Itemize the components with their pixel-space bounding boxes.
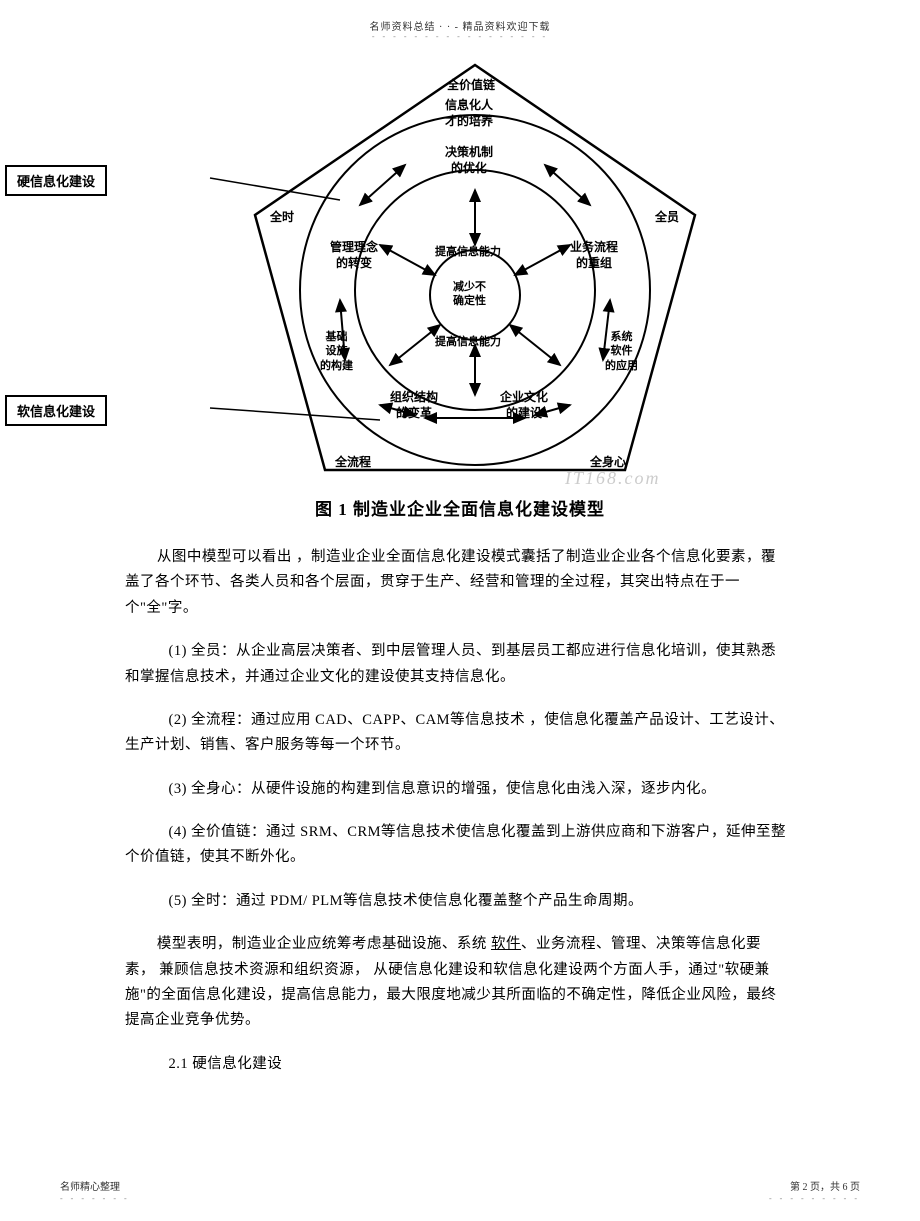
inner-bottom: 提高信息能力: [435, 335, 501, 349]
watermark: IT168.com: [565, 468, 661, 489]
diagram-model: 硬信息化建设 软信息化建设 全价值链 信息化人 才的培养 全时 全员 全流程 全…: [195, 50, 715, 510]
ring-sr: 企业文化 的建设: [500, 390, 548, 421]
vertex-top-inner: 信息化人 才的培养: [445, 98, 493, 129]
vertex-left: 全时: [270, 210, 294, 226]
vertex-bl: 全流程: [335, 455, 371, 471]
paragraph-5: (5) 全时：通过 PDM/ PLM等信息技术使信息化覆盖整个产品生命周期。: [125, 889, 790, 914]
center-text: 减少不 确定性: [453, 280, 486, 309]
inner-top: 提高信息能力: [435, 245, 501, 259]
section-heading: 2.1 硬信息化建设: [125, 1052, 790, 1077]
software-link[interactable]: 软件: [491, 936, 521, 952]
paragraph-3: (3) 全身心：从硬件设施的构建到信息意识的增强，使信息化由浅入深，逐步内化。: [125, 777, 790, 802]
ring-n: 决策机制 的优化: [445, 145, 493, 176]
ring-se: 系统 软件 的应用: [605, 330, 638, 373]
hard-info-label: 硬信息化建设: [5, 165, 107, 196]
paragraph-1: (1) 全员：从企业高层决策者、到中层管理人员、到基层员工都应进行信息化培训，使…: [125, 639, 790, 690]
paragraph-intro: 从图中模型可以看出 ，制造业企业全面信息化建设模式囊括了制造业企业各个信息化要素…: [125, 545, 790, 621]
header-text: 名师资料总结 · · - 精品资料欢迎下载: [370, 18, 551, 33]
footer-left: 名师精心整理: [60, 1178, 120, 1193]
paragraph-4: (4) 全价值链：通过 SRM、CRM等信息技术使信息化覆盖到上游供应商和下游客…: [125, 820, 790, 871]
footer-right: 第 2 页，共 6 页: [790, 1178, 860, 1193]
ring-sl: 组织结构 的变革: [390, 390, 438, 421]
p7-before: 模型表明，制造业企业应统筹考虑基础设施、系统: [157, 936, 491, 952]
ring-w: 管理理念 的转变: [330, 240, 378, 271]
body-content: 从图中模型可以看出 ，制造业企业全面信息化建设模式囊括了制造业企业各个信息化要素…: [125, 545, 790, 1095]
ring-e: 业务流程 的重组: [570, 240, 618, 271]
footer-left-dots: - - - - - - -: [60, 1194, 130, 1203]
soft-info-label: 软信息化建设: [5, 395, 107, 426]
vertex-top: 全价值链: [447, 78, 495, 94]
paragraph-2: (2) 全流程：通过应用 CAD、CAPP、CAM等信息技术 ，使信息化覆盖产品…: [125, 708, 790, 759]
header-dots: - - - - - - - - - - - - - - - - -: [372, 32, 548, 41]
footer-right-dots: - - - - - - - - -: [769, 1194, 860, 1203]
ring-sw: 基础 设施 的构建: [320, 330, 353, 373]
paragraph-model: 模型表明，制造业企业应统筹考虑基础设施、系统 软件、业务流程、管理、决策等信息化…: [125, 932, 790, 1034]
vertex-right: 全员: [655, 210, 679, 226]
diagram-caption: 图 1 制造业企业全面信息化建设模型: [315, 495, 605, 520]
